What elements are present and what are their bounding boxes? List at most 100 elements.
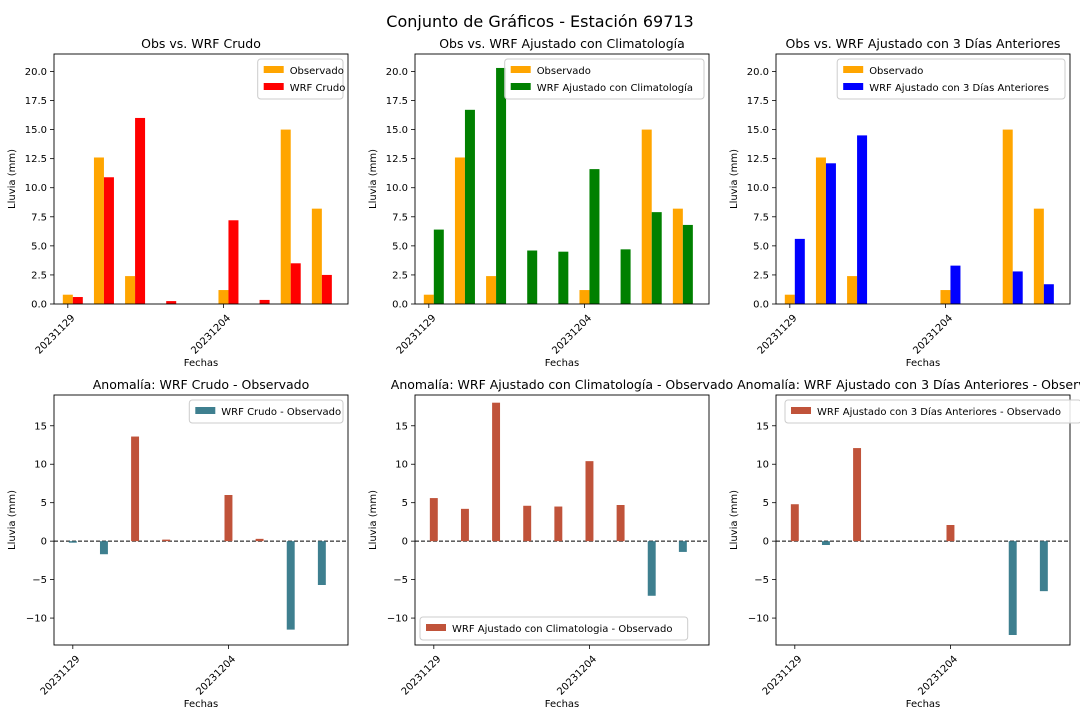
x-axis-label: Fechas <box>906 358 941 369</box>
x-tick-label: 20231129 <box>761 654 805 698</box>
y-tick-label: 5 <box>402 498 408 509</box>
bar-tres_dias-0 <box>794 238 805 304</box>
anomaly-bar-7 <box>286 541 295 630</box>
chart-panels: Lluvia (mm) Obs vs. WRF Crudo Fechas 0.0 2.5… <box>7 36 1080 710</box>
bar-clima-6 <box>620 249 631 304</box>
y-tick-label: −10 <box>748 614 769 625</box>
y-axis-label: Lluvia (mm) <box>368 490 379 550</box>
y-tick-label: 15.0 <box>747 125 769 136</box>
y-tick-label: 10 <box>395 460 408 471</box>
legend-swatch-1 <box>791 407 811 414</box>
chart-panel-2: Lluvia (mm) Obs vs. WRF Ajustado con Clim… <box>368 36 710 369</box>
x-tick-label: 20231204 <box>916 654 960 698</box>
anomaly-bar-0 <box>790 504 799 542</box>
y-tick-label: 5.0 <box>31 241 47 252</box>
axes-frame <box>775 53 1071 305</box>
y-tick-label: 17.5 <box>25 96 47 107</box>
bar-crudo-8 <box>321 274 332 304</box>
figure-suptitle: Conjunto de Gráficos - Estación 69713 <box>386 12 693 31</box>
anomaly-bar-6 <box>255 538 264 542</box>
y-tick-label: 10.0 <box>747 183 769 194</box>
y-tick-label: 12.5 <box>386 154 408 165</box>
x-axis-label: Fechas <box>184 699 219 710</box>
bar-clima-3 <box>527 250 538 304</box>
x-tick-label: 20231129 <box>756 313 800 357</box>
bar-clima-7 <box>651 212 662 304</box>
legend-box <box>836 58 1066 100</box>
bar-crudo-3 <box>166 301 177 304</box>
anomaly-bar-4 <box>554 506 563 542</box>
x-tick-label: 20231129 <box>34 313 78 357</box>
x-tick-label: 20231129 <box>400 654 444 698</box>
y-tick-label: 0 <box>41 537 47 548</box>
y-tick-label: 15 <box>756 421 769 432</box>
anomaly-bar-7 <box>1008 541 1017 635</box>
bar-clima-5 <box>589 169 600 304</box>
y-tick-label: 10 <box>34 460 47 471</box>
bar-tres_dias-7 <box>1012 271 1023 304</box>
bar-observado-8 <box>1033 208 1044 304</box>
bar-clima-8 <box>682 224 693 304</box>
legend-box <box>419 616 689 641</box>
bar-crudo-7 <box>290 263 301 304</box>
bar-observado-2 <box>125 276 136 304</box>
y-tick-label: 2.5 <box>392 270 408 281</box>
anomaly-bar-2 <box>492 402 501 542</box>
bar-observado-7 <box>641 129 652 304</box>
y-tick-label: 5.0 <box>753 241 769 252</box>
y-tick-label: −5 <box>32 575 47 586</box>
bar-observado-0 <box>62 294 73 304</box>
legend-label-2: WRF Crudo <box>290 83 346 94</box>
chart-panel-1: Lluvia (mm) Obs vs. WRF Crudo Fechas 0.0 2.5… <box>7 36 349 369</box>
y-tick-label: −10 <box>387 614 408 625</box>
x-tick-label: 20231204 <box>555 654 599 698</box>
chart-panel-4: Lluvia (mm) Anomalía: WRF Crudo - Observa… <box>7 377 349 710</box>
legend-label-1: WRF Crudo - Observado <box>221 407 341 418</box>
y-tick-label: 17.5 <box>386 96 408 107</box>
legend-swatch-2 <box>263 83 284 90</box>
anomaly-bar-0 <box>68 541 77 543</box>
anomaly-bar-5 <box>224 495 233 542</box>
chart-title: Anomalía: WRF Crudo - Observado <box>93 377 310 392</box>
axes-frame <box>775 394 1071 646</box>
bar-observado-7 <box>1002 129 1013 304</box>
y-tick-label: 15.0 <box>25 125 47 136</box>
bar-tres_dias-8 <box>1043 284 1054 304</box>
legend-swatch-2 <box>843 83 864 90</box>
chart-title: Obs vs. WRF Crudo <box>141 36 261 51</box>
bar-observado-7 <box>280 129 291 304</box>
bar-crudo-1 <box>103 177 114 304</box>
x-tick-label: 20231204 <box>911 313 955 357</box>
chart-panel-5: Lluvia (mm) Anomalía: WRF Ajustado con Cl… <box>368 377 733 710</box>
bar-observado-0 <box>423 294 434 304</box>
anomaly-bar-3 <box>162 539 171 542</box>
axes-frame <box>53 394 349 646</box>
legend-swatch-1 <box>263 66 284 73</box>
y-tick-label: 15.0 <box>386 125 408 136</box>
y-axis-label: Lluvia (mm) <box>729 490 740 550</box>
legend-label-1: WRF Ajustado con 3 Días Anteriores - Obs… <box>817 406 1061 418</box>
legend-label-1: WRF Ajustado con Climatologia - Observad… <box>452 624 673 635</box>
axes-frame <box>414 53 710 305</box>
legend: Observado WRF Crudo <box>257 58 346 100</box>
y-axis-label: Lluvia (mm) <box>368 149 379 209</box>
x-tick-label: 20231129 <box>39 654 83 698</box>
axes-frame <box>414 394 710 646</box>
bar-observado-2 <box>847 276 858 304</box>
bar-tres_dias-5 <box>950 265 961 304</box>
anomaly-bar-1 <box>99 541 108 555</box>
y-tick-label: 20.0 <box>747 67 769 78</box>
y-tick-label: 12.5 <box>25 154 47 165</box>
y-axis-label: Lluvia (mm) <box>729 149 740 209</box>
y-tick-label: 0.0 <box>753 300 769 311</box>
y-tick-label: 7.5 <box>31 212 47 223</box>
anomaly-bar-3 <box>523 505 532 542</box>
legend-swatch-1 <box>843 66 864 73</box>
anomaly-bar-0 <box>429 498 438 542</box>
bar-observado-8 <box>311 208 322 304</box>
legend-swatch-1 <box>195 407 216 414</box>
y-tick-label: 12.5 <box>747 154 769 165</box>
anomaly-bar-1 <box>460 508 469 542</box>
y-tick-label: 15 <box>34 421 47 432</box>
y-tick-label: 10.0 <box>25 183 47 194</box>
